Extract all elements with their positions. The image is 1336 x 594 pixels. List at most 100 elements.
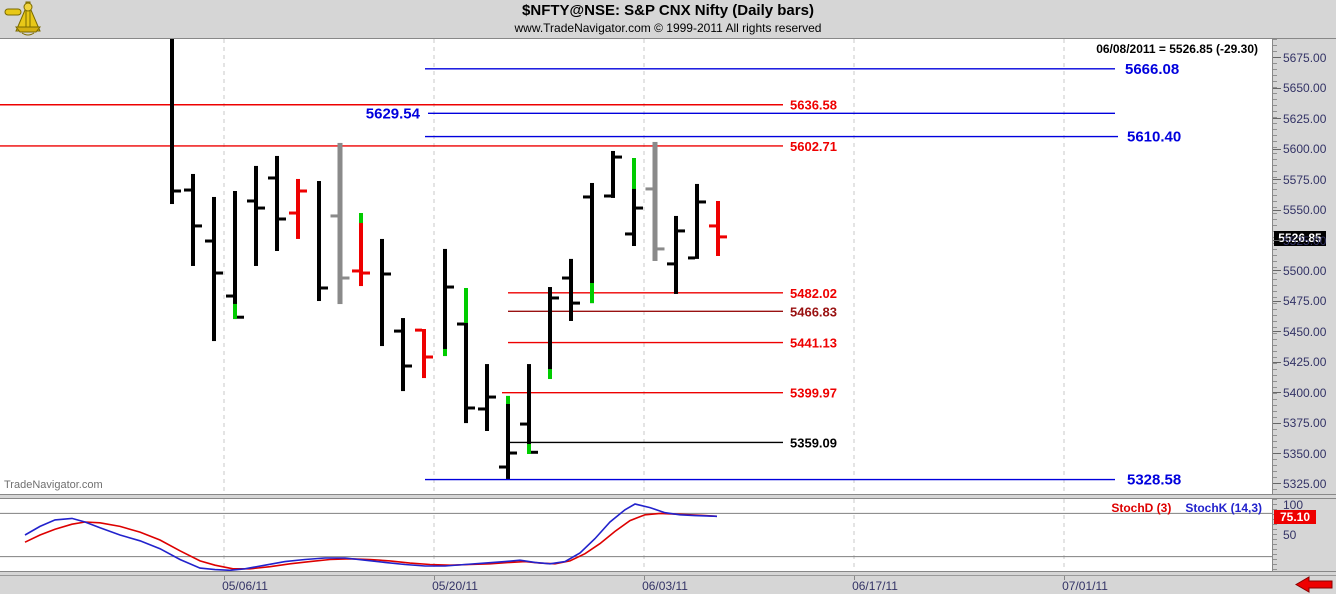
price-bar (464, 287, 468, 424)
price-axis-label: 5675.00 (1283, 50, 1327, 65)
date-axis-label: 06/17/11 (852, 579, 898, 593)
price-chart-area[interactable]: 5666.08 5636.58 5629.54 5610.40 5602.71 5482.… (0, 38, 1272, 495)
open-tick (289, 211, 296, 215)
price-axis-tick (1273, 179, 1281, 181)
price-axis-label: 5575.00 (1283, 172, 1327, 187)
open-tick (330, 214, 338, 218)
close-tick (279, 217, 286, 221)
date-axis[interactable]: 05/06/11 05/20/11 06/03/11 06/17/11 07/01/11 (0, 575, 1336, 594)
open-tick (184, 188, 191, 192)
open-tick (457, 322, 464, 326)
stochastic-panel[interactable]: StochD (3) StochK (14,3) (0, 498, 1272, 572)
stochastic-axis[interactable]: 75.10 100 50 (1272, 498, 1336, 572)
price-bar (191, 173, 195, 266)
open-tick (499, 465, 506, 469)
price-bar (317, 181, 321, 302)
price-axis-label: 5500.00 (1283, 263, 1327, 278)
price-bar (569, 258, 573, 321)
tradenavigator-logo-icon (4, 1, 42, 36)
stoch-axis-label: 50 (1283, 528, 1297, 542)
price-axis-tick (1273, 361, 1281, 363)
close-tick (216, 271, 223, 275)
price-axis-label: 5425.00 (1283, 355, 1327, 370)
stochd-line (24, 512, 718, 570)
date-axis-label: 06/03/11 (642, 579, 688, 593)
price-bar (212, 196, 216, 342)
price-bar (359, 213, 363, 287)
close-tick (363, 271, 370, 275)
price-bar (443, 248, 447, 357)
price-axis-tick (1273, 300, 1281, 302)
price-axis-label: 5400.00 (1283, 385, 1327, 400)
close-tick (195, 224, 202, 228)
price-bar (527, 364, 531, 454)
level-label: 5602.71 (790, 139, 837, 154)
price-axis-tick (1273, 240, 1281, 242)
date-axis-tick (434, 576, 435, 580)
price-bar (590, 182, 594, 304)
close-tick (699, 200, 706, 204)
price-axis-label: 5550.00 (1283, 203, 1327, 218)
date-axis-tick (224, 576, 225, 580)
open-tick (583, 195, 590, 199)
open-tick (205, 239, 212, 243)
level-label: 5441.13 (790, 336, 837, 351)
price-axis-tick (1273, 392, 1281, 394)
stoch-axis-label: 100 (1283, 498, 1304, 512)
price-axis-label: 5375.00 (1283, 416, 1327, 431)
price-axis-tick (1273, 87, 1281, 89)
bar-green-segment (590, 283, 594, 304)
bar-green-segment (443, 348, 447, 357)
date-axis-tick (854, 576, 855, 580)
chart-copyright: www.TradeNavigator.com © 1999-2011 All r… (514, 21, 822, 35)
level-label: 5466.83 (790, 304, 837, 319)
price-bar (506, 395, 510, 479)
open-tick (247, 199, 254, 203)
level-label: 5399.97 (790, 386, 837, 401)
stochastic-legend: StochD (3) StochK (14,3) (1111, 501, 1262, 515)
close-tick (531, 450, 538, 454)
price-axis-tick (1273, 270, 1281, 272)
chart-header: $NFTY@NSE: S&P CNX Nifty (Daily bars) ww… (0, 0, 1336, 38)
price-bar (275, 155, 279, 252)
price-axis-label: 5475.00 (1283, 294, 1327, 309)
level-label: 5666.08 (1125, 61, 1179, 78)
open-tick (352, 269, 359, 273)
price-bar (632, 158, 636, 247)
price-bar (401, 318, 405, 392)
price-bar (422, 329, 426, 379)
price-bar (254, 165, 258, 266)
price-axis-tick (1273, 57, 1281, 59)
level-label: 5610.40 (1127, 129, 1181, 146)
open-tick (688, 256, 695, 260)
price-bar (716, 200, 720, 256)
cursor-info-line: 06/08/2011 = 5526.85 (-29.30) (1096, 42, 1258, 56)
close-tick (510, 451, 517, 455)
open-tick (394, 329, 401, 333)
bar-green-segment (506, 395, 510, 404)
close-tick (447, 285, 454, 289)
close-tick (468, 406, 475, 410)
price-axis-tick (1273, 118, 1281, 120)
close-tick (573, 301, 580, 305)
stochk-line (24, 503, 718, 571)
price-axis-label: 5600.00 (1283, 142, 1327, 157)
price-axis[interactable]: 5526.85 5675.00 5650.00 5625.00 5600.00 5575… (1272, 38, 1336, 495)
price-bar (296, 178, 300, 239)
close-tick (237, 315, 244, 319)
price-bar (485, 364, 489, 431)
price-bar (170, 39, 174, 205)
price-axis-label: 5350.00 (1283, 446, 1327, 461)
price-chart-canvas: 5666.08 5636.58 5629.54 5610.40 5602.71 5482.… (0, 39, 1181, 494)
open-tick (478, 407, 485, 411)
level-label: 5328.58 (1127, 472, 1181, 489)
level-label: 5629.54 (366, 105, 421, 122)
chart-title: $NFTY@NSE: S&P CNX Nifty (Daily bars) (522, 2, 814, 19)
price-bar (233, 191, 237, 320)
scroll-left-arrow-icon[interactable] (1295, 576, 1333, 593)
open-tick (415, 328, 422, 332)
date-axis-label: 05/06/11 (222, 579, 268, 593)
bar-green-segment (359, 213, 363, 224)
price-axis-tick (1273, 422, 1281, 424)
